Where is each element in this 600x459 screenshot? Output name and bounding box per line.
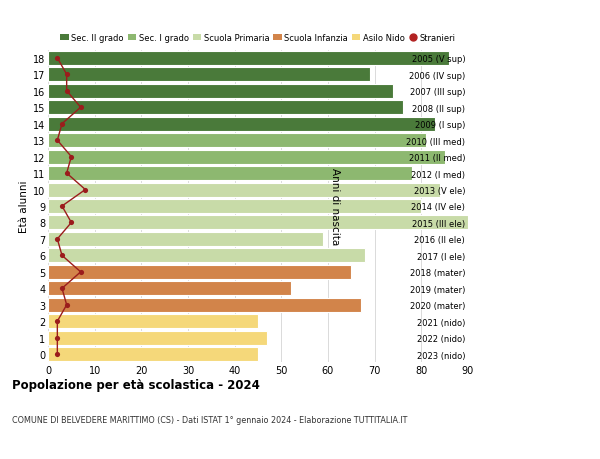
- Legend: Sec. II grado, Sec. I grado, Scuola Primaria, Scuola Infanzia, Asilo Nido, Stran: Sec. II grado, Sec. I grado, Scuola Prim…: [60, 34, 456, 43]
- Point: [67, 154, 76, 161]
- Point: [57, 252, 67, 259]
- Point: [53, 334, 62, 341]
- Point: [62, 88, 71, 95]
- Bar: [48, 265, 352, 279]
- Bar: [48, 314, 258, 329]
- Bar: [48, 200, 421, 213]
- Point: [62, 170, 71, 177]
- Bar: [48, 101, 403, 115]
- Bar: [48, 118, 436, 131]
- Y-axis label: Anni di nascita: Anni di nascita: [330, 168, 340, 245]
- Text: Popolazione per età scolastica - 2024: Popolazione per età scolastica - 2024: [12, 379, 260, 392]
- Point: [76, 269, 85, 276]
- Point: [53, 351, 62, 358]
- Y-axis label: Età alunni: Età alunni: [19, 180, 29, 233]
- Bar: [48, 183, 440, 197]
- Point: [76, 104, 85, 112]
- Point: [53, 55, 62, 62]
- Bar: [48, 232, 323, 246]
- Bar: [48, 282, 290, 296]
- Bar: [48, 84, 394, 99]
- Bar: [48, 167, 412, 181]
- Bar: [48, 249, 365, 263]
- Point: [57, 285, 67, 292]
- Bar: [48, 347, 258, 361]
- Point: [62, 72, 71, 79]
- Point: [53, 137, 62, 145]
- Point: [80, 186, 90, 194]
- Bar: [48, 216, 468, 230]
- Bar: [48, 298, 361, 312]
- Point: [67, 219, 76, 227]
- Bar: [48, 331, 268, 345]
- Bar: [48, 150, 445, 164]
- Point: [57, 203, 67, 210]
- Text: COMUNE DI BELVEDERE MARITTIMO (CS) - Dati ISTAT 1° gennaio 2024 - Elaborazione T: COMUNE DI BELVEDERE MARITTIMO (CS) - Dat…: [12, 415, 407, 425]
- Point: [62, 302, 71, 309]
- Bar: [48, 134, 426, 148]
- Bar: [48, 52, 449, 66]
- Point: [57, 121, 67, 128]
- Point: [53, 318, 62, 325]
- Bar: [48, 68, 370, 82]
- Point: [53, 236, 62, 243]
